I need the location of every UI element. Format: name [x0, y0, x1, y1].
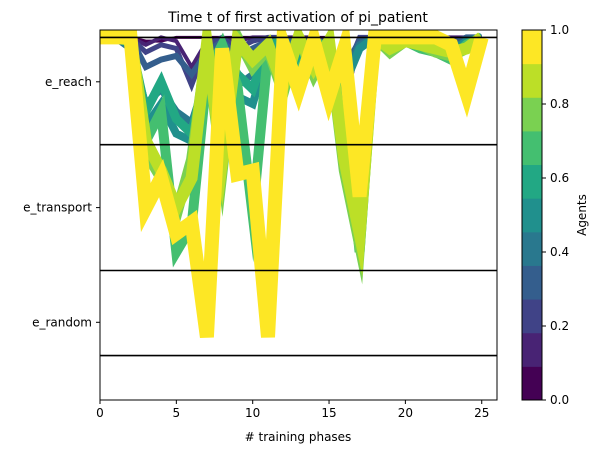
- colorbar-tick-label: 0.6: [550, 171, 569, 185]
- colorbar-level-11: [522, 30, 542, 65]
- x-tick-label: 15: [321, 406, 336, 420]
- x-tick-label: 10: [245, 406, 260, 420]
- series-layer: [100, 30, 489, 339]
- colorbar-frame: [521, 29, 543, 401]
- x-axis-label: # training phases: [245, 430, 352, 444]
- horizontal-lines: [100, 36, 497, 357]
- x-axis-ticks: 0 5 10 15 20 25: [96, 400, 489, 420]
- x-tick-label: 20: [398, 406, 413, 420]
- colorbar-level-9: [522, 97, 542, 132]
- colorbar-level-3: [522, 299, 542, 334]
- colorbar-tick-label: 1.0: [550, 23, 569, 37]
- colorbar-level-5: [522, 231, 542, 266]
- y-tick-label: e_transport: [23, 201, 92, 215]
- colorbar-tick-label: 0.0: [550, 393, 569, 407]
- colorbar-level-1: [522, 366, 542, 401]
- colorbar: [522, 30, 542, 401]
- colorbar-level-4: [522, 265, 542, 300]
- colorbar-level-6: [522, 198, 542, 233]
- chart-title: Time t of first activation of pi_patient: [167, 10, 428, 26]
- colorbar-ticks: 0.0 0.2 0.4 0.6 0.8 1.0: [542, 23, 569, 407]
- y-tick-label: e_reach: [45, 75, 92, 89]
- x-tick-label: 5: [173, 406, 181, 420]
- plot-frame: [99, 29, 498, 401]
- colorbar-level-10: [522, 63, 542, 98]
- colorbar-tick-label: 0.2: [550, 319, 569, 333]
- x-tick-label: 25: [474, 406, 489, 420]
- y-axis-category-labels: e_reach e_transport e_random: [23, 75, 100, 329]
- colorbar-label: Agents: [575, 194, 589, 236]
- colorbar-tick-label: 0.8: [550, 97, 569, 111]
- y-tick-label: e_random: [32, 315, 92, 329]
- colorbar-tick-label: 0.4: [550, 245, 569, 259]
- x-tick-label: 0: [96, 406, 104, 420]
- colorbar-level-2: [522, 332, 542, 367]
- colorbar-level-8: [522, 130, 542, 166]
- colorbar-level-7: [522, 164, 542, 199]
